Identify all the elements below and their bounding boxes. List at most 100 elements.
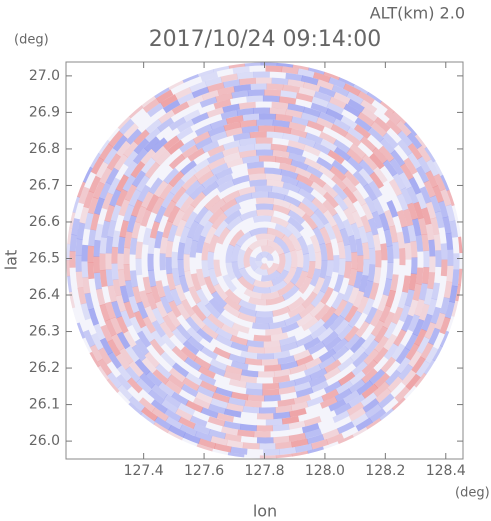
- radar-cell: [220, 323, 239, 337]
- radar-cell: [303, 144, 321, 157]
- radar-cell: [99, 167, 113, 185]
- radar-cell: [290, 159, 309, 171]
- radar-cell: [354, 124, 371, 139]
- radar-cell: [162, 220, 173, 239]
- radar-cell: [186, 327, 203, 343]
- radar-cell: [280, 341, 299, 352]
- radar-cell: [444, 301, 455, 319]
- radar-cell: [311, 96, 329, 108]
- radar-cell: [154, 416, 172, 431]
- radar-cell: [217, 86, 235, 96]
- radar-cell: [440, 188, 452, 207]
- radar-cell: [198, 438, 216, 449]
- radar-cell: [310, 439, 329, 450]
- radar-cell: [178, 416, 196, 430]
- radar-cell: [128, 360, 144, 378]
- radar-cell: [75, 255, 82, 272]
- radar-cell: [307, 341, 326, 355]
- radar-cell: [112, 134, 128, 152]
- radar-cell: [256, 353, 274, 360]
- radar-cell: [289, 363, 308, 375]
- radar-cell: [379, 408, 394, 421]
- radar-cell: [123, 150, 139, 167]
- radar-cell: [285, 109, 303, 119]
- radar-cell: [366, 91, 382, 104]
- radar-cell: [427, 272, 436, 290]
- radar-cell: [274, 125, 292, 135]
- radar-cell: [142, 316, 156, 334]
- radar-cell: [368, 180, 383, 198]
- radar-cell: [222, 140, 241, 151]
- radar-cell: [306, 434, 325, 445]
- radar-cell: [208, 234, 220, 253]
- radar-cell: [352, 351, 369, 368]
- radar-cell: [295, 92, 314, 103]
- radar-cell: [77, 181, 86, 198]
- radar-cell: [212, 65, 230, 73]
- radar-cell: [269, 279, 288, 293]
- radar-cell: [225, 365, 243, 376]
- radar-cell: [253, 107, 270, 114]
- radar-cell: [428, 327, 441, 346]
- radar-cell: [110, 316, 123, 335]
- radar-cell: [298, 303, 316, 319]
- radar-cell: [304, 357, 323, 370]
- radar-cell: [331, 84, 350, 97]
- radar-cell: [379, 305, 392, 323]
- y-tick-label: 26.6: [29, 214, 60, 230]
- radar-cell: [94, 223, 104, 241]
- radar-cell: [373, 347, 389, 364]
- radar-cell: [253, 266, 269, 276]
- radar-cell: [167, 224, 178, 242]
- radar-cell: [291, 450, 309, 457]
- radar-cell: [123, 330, 137, 348]
- radar-cell: [363, 339, 379, 356]
- radar-cell: [355, 320, 370, 338]
- radar-cell: [223, 203, 242, 218]
- radar-cell: [295, 334, 314, 348]
- radar-cell: [346, 91, 364, 105]
- radar-cell: [400, 187, 413, 205]
- radar-cell: [160, 191, 175, 209]
- radar-cell: [238, 299, 257, 311]
- radar-cell: [165, 257, 173, 275]
- radar-cell: [255, 77, 273, 84]
- radar-cell: [271, 101, 289, 110]
- radar-cell: [273, 350, 291, 360]
- radar-cell: [352, 170, 369, 188]
- radar-cell: [322, 312, 339, 330]
- radar-cell: [117, 236, 126, 254]
- radar-cell: [290, 128, 308, 139]
- radar-cell: [279, 162, 297, 173]
- radar-cell: [105, 301, 116, 320]
- radar-cell: [405, 343, 420, 361]
- radar-cell: [255, 260, 263, 269]
- radar-cell: [321, 306, 337, 323]
- radar-cell: [283, 194, 302, 208]
- radar-cell: [253, 71, 270, 78]
- radar-cell: [238, 305, 257, 317]
- radar-cell: [193, 206, 209, 224]
- radar-cell: [361, 154, 378, 171]
- radar-cell: [408, 177, 422, 195]
- radar-cell: [138, 397, 156, 413]
- radar-cell: [224, 408, 242, 418]
- radar-cell: [191, 304, 207, 322]
- radar-cell: [93, 197, 105, 215]
- radar-cell: [228, 397, 246, 407]
- radar-cell: [260, 269, 281, 282]
- radar-cell: [116, 365, 132, 382]
- radar-cell: [69, 234, 78, 252]
- y-tick-label: 26.8: [29, 141, 60, 157]
- radar-cell: [207, 416, 226, 427]
- radar-cell: [180, 160, 197, 176]
- radar-cell: [262, 388, 280, 396]
- y-tick-label: 26.7: [29, 177, 60, 193]
- radar-cell: [201, 242, 210, 261]
- radar-cell: [295, 387, 314, 398]
- radar-cell: [400, 163, 414, 181]
- radar-cell: [273, 236, 290, 254]
- radar-cell: [187, 220, 200, 239]
- radar-cell: [380, 101, 395, 114]
- radar-cell: [273, 368, 292, 378]
